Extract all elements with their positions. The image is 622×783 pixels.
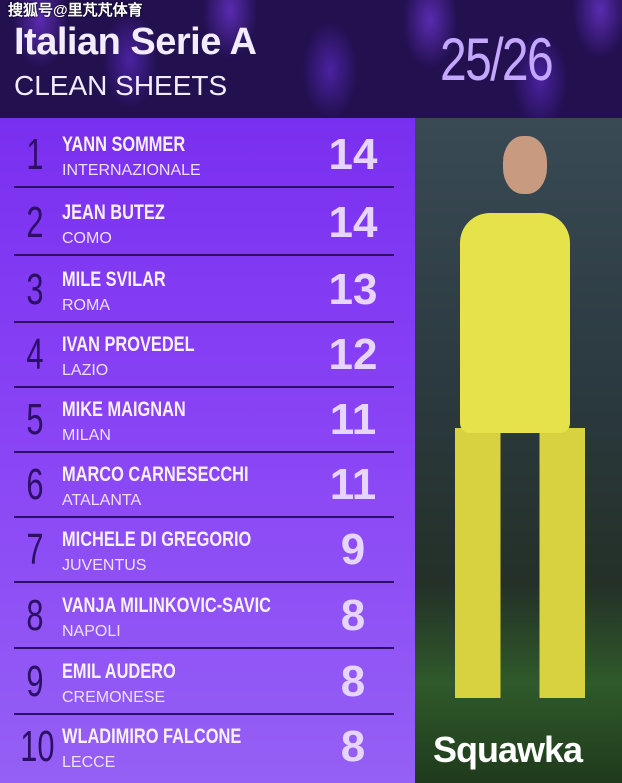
- team-name: MILAN: [62, 427, 111, 444]
- header: 搜狐号@里芃芃体育 Italian Serie A CLEAN SHEETS 2…: [0, 0, 622, 118]
- table-row: 3 MILE SVILAR ROMA 13: [14, 258, 394, 323]
- page-title: Italian Serie A: [14, 21, 257, 63]
- team-name: COMO: [62, 230, 112, 247]
- table-row: 10 WLADIMIRO FALCONE LECCE 8: [14, 715, 394, 780]
- rank: 2: [26, 198, 44, 247]
- rank: 8: [26, 591, 44, 640]
- rank: 4: [26, 330, 44, 379]
- player-name: MARCO CARNESECCHI: [62, 463, 249, 486]
- season-label: 25/26: [440, 26, 554, 93]
- team-name: CREMONESE: [62, 689, 166, 706]
- clean-sheets-value: 12: [328, 330, 378, 379]
- rank: 7: [26, 525, 44, 574]
- squawka-logo: Squawka: [433, 729, 583, 770]
- rank: 3: [26, 265, 44, 314]
- team-name: ROMA: [62, 297, 110, 314]
- clean-sheets-value: 14: [328, 130, 378, 179]
- player-name: MILE SVILAR: [62, 268, 166, 291]
- table-row: 2 JEAN BUTEZ COMO 14: [14, 191, 394, 256]
- player-name: MICHELE DI GREGORIO: [62, 528, 252, 551]
- clean-sheets-value: 11: [329, 395, 377, 444]
- team-name: JUVENTUS: [62, 557, 147, 574]
- rank: 6: [26, 460, 44, 509]
- rankings-table: 1 YANN SOMMER INTERNAZIONALE 14 2 JEAN BU…: [0, 118, 415, 783]
- rank: 1: [26, 130, 44, 179]
- table-row: 4 IVAN PROVEDEL LAZIO 12: [14, 323, 394, 388]
- team-name: NAPOLI: [62, 623, 121, 640]
- player-name: MIKE MAIGNAN: [62, 398, 186, 421]
- rank: 9: [26, 657, 44, 706]
- team-name: INTERNAZIONALE: [62, 162, 201, 179]
- clean-sheets-value: 8: [340, 591, 366, 640]
- table-row: 8 VANJA MILINKOVIC-SAVIC NAPOLI 8: [14, 584, 394, 649]
- table-row: 7 MICHELE DI GREGORIO JUVENTUS 9: [14, 518, 394, 583]
- goalkeeper-photo: Squawka: [415, 118, 622, 783]
- table-row: 5 MIKE MAIGNAN MILAN 11: [14, 388, 394, 453]
- player-jersey: [460, 213, 570, 433]
- rank: 5: [26, 395, 44, 444]
- clean-sheets-value: 8: [340, 722, 366, 771]
- clean-sheets-value: 8: [340, 657, 366, 706]
- player-name: VANJA MILINKOVIC-SAVIC: [62, 594, 272, 617]
- table-row: 6 MARCO CARNESECCHI ATALANTA 11: [14, 453, 394, 518]
- table-row: 9 EMIL AUDERO CREMONESE 8: [14, 650, 394, 715]
- team-name: LECCE: [62, 754, 116, 771]
- player-name: YANN SOMMER: [62, 133, 186, 156]
- player-name: EMIL AUDERO: [62, 660, 176, 683]
- clean-sheets-value: 11: [329, 460, 377, 509]
- player-legs: [455, 428, 585, 698]
- team-name: LAZIO: [62, 362, 109, 379]
- player-name: IVAN PROVEDEL: [62, 333, 195, 356]
- watermark: 搜狐号@里芃芃体育: [8, 2, 143, 19]
- team-name: ATALANTA: [62, 492, 142, 509]
- table-row: 1 YANN SOMMER INTERNAZIONALE 14: [14, 123, 394, 188]
- clean-sheets-value: 14: [328, 198, 378, 247]
- player-head: [503, 136, 547, 194]
- clean-sheets-value: 13: [328, 265, 378, 314]
- player-name: WLADIMIRO FALCONE: [62, 725, 242, 748]
- page-subtitle: CLEAN SHEETS: [14, 70, 228, 101]
- player-name: JEAN BUTEZ: [62, 201, 165, 224]
- rank: 10: [20, 722, 55, 771]
- clean-sheets-value: 9: [340, 525, 366, 574]
